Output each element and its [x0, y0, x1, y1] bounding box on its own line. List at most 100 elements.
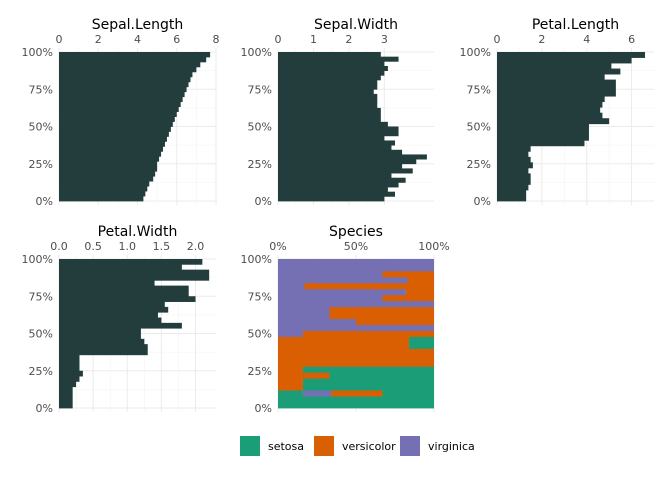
bar	[59, 328, 141, 334]
legend-label-virginica: virginica	[428, 440, 475, 453]
bar-segment-virginica	[278, 288, 406, 296]
bar-segment-virginica	[278, 318, 330, 325]
bar	[278, 107, 381, 113]
bar	[59, 381, 77, 388]
x-tick-label: 0%	[269, 240, 286, 253]
x-tick-label: 6	[173, 33, 180, 46]
bar-segment-versicolor	[278, 372, 330, 379]
bar	[278, 84, 378, 90]
y-tick-label: 75%	[467, 83, 491, 96]
bar-segment-versicolor	[382, 270, 434, 278]
bar	[59, 402, 73, 409]
bar	[59, 86, 187, 93]
bar-segment-virginica	[329, 318, 356, 325]
y-tick-label: 25%	[248, 365, 272, 378]
panel-2: Sepal.Width 0 1 2 3 0% 25% 50% 75% 100%	[241, 17, 434, 208]
bar	[497, 145, 531, 152]
bar	[59, 116, 175, 122]
bar-segment-setosa	[302, 384, 434, 391]
bar	[497, 63, 612, 69]
y-tick-label: 0%	[255, 195, 272, 208]
bar	[59, 290, 189, 297]
bar	[497, 189, 527, 196]
legend-key-setosa	[240, 436, 260, 456]
bar	[59, 146, 164, 152]
bar-segment-versicolor	[278, 342, 410, 349]
bar	[278, 159, 417, 165]
bar	[278, 103, 378, 109]
x-tick-label: 100%	[418, 240, 449, 253]
x-tick-label: 1.5	[153, 240, 171, 253]
bar	[278, 56, 399, 62]
bar	[497, 52, 646, 58]
bar-segment-virginica	[278, 294, 383, 302]
bar-segment-versicolor	[382, 294, 434, 302]
bar	[59, 106, 179, 112]
y-tick-label: 25%	[467, 158, 491, 171]
bar-segment-versicolor	[407, 276, 434, 284]
bar	[278, 187, 388, 193]
bar	[59, 338, 145, 345]
bar	[497, 96, 605, 103]
bar	[278, 191, 395, 197]
y-tick-label: 50%	[248, 121, 272, 134]
bar-segment-setosa	[278, 396, 434, 403]
bar-segment-versicolor	[331, 390, 383, 397]
bar	[278, 149, 403, 155]
bar	[59, 296, 196, 302]
bar	[497, 151, 529, 158]
bar	[59, 151, 162, 157]
bar	[59, 386, 73, 393]
bar	[497, 79, 616, 86]
bar	[497, 90, 616, 97]
bar	[278, 75, 381, 81]
y-tick-label: 100%	[460, 46, 491, 59]
bar	[278, 168, 413, 174]
bar	[497, 57, 632, 64]
bar	[59, 344, 148, 350]
bar-segment-virginica	[278, 324, 434, 331]
bar	[59, 370, 83, 377]
bar-segment-virginica	[278, 312, 330, 319]
bar	[59, 176, 154, 182]
bar-segment-virginica	[278, 259, 434, 266]
bar-segment-versicolor	[278, 348, 434, 355]
y-tick-label: 50%	[29, 328, 53, 341]
bar	[497, 140, 585, 147]
bar	[278, 61, 385, 67]
bar	[59, 349, 148, 356]
bar-segment-setosa	[302, 378, 434, 385]
bar-segment-virginica	[278, 276, 408, 284]
bar	[59, 269, 210, 276]
bar	[497, 173, 531, 180]
x-tick-label: 2	[538, 33, 545, 46]
bar	[278, 177, 406, 183]
bar	[278, 196, 385, 202]
y-tick-label: 50%	[467, 121, 491, 134]
bar	[278, 121, 388, 127]
bar-segment-virginica	[278, 330, 303, 337]
legend-label-versicolor: versicolor	[342, 440, 396, 453]
bar	[278, 163, 403, 169]
y-tick-label: 75%	[248, 290, 272, 303]
bar	[59, 161, 158, 167]
y-tick-label: 100%	[241, 253, 272, 266]
bar	[59, 111, 177, 117]
x-tick-label: 2	[95, 33, 102, 46]
y-tick-label: 0%	[255, 402, 272, 415]
bar	[59, 376, 80, 382]
bar	[278, 173, 392, 179]
bar	[278, 140, 395, 146]
legend-key-virginica	[400, 436, 420, 456]
bar-segment-setosa	[302, 366, 434, 373]
bar	[59, 121, 173, 127]
panel-title: Sepal.Width	[314, 17, 398, 33]
bar	[497, 162, 533, 169]
bar-segment-virginica	[302, 390, 332, 397]
bar	[59, 156, 160, 162]
bar-segment-setosa	[409, 336, 434, 343]
bar	[59, 181, 150, 187]
y-tick-label: 75%	[29, 290, 53, 303]
x-tick-label: 2.0	[187, 240, 205, 253]
